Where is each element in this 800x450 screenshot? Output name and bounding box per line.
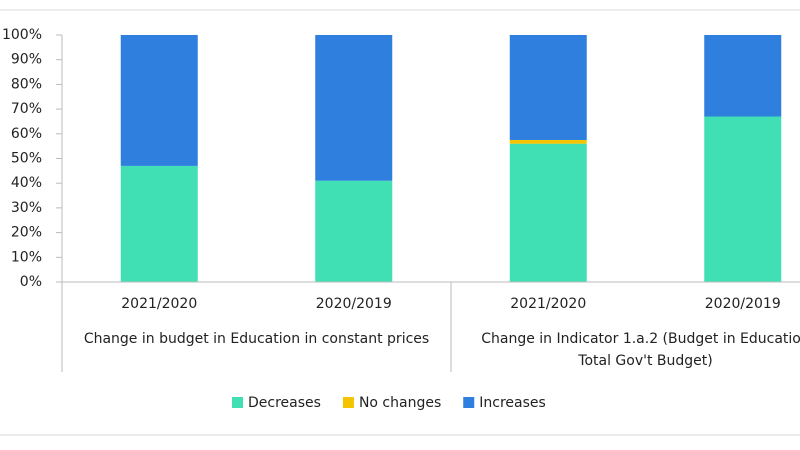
y-tick-label: 30% [11,200,42,216]
x-tick-label: 2020/2019 [705,296,781,312]
bar-segment [120,165,198,282]
y-tick-label: 100% [2,27,42,43]
y-tick-label: 40% [11,175,42,191]
group-label: Change in budget in Education in constan… [84,331,429,347]
y-tick-label: 20% [11,225,42,241]
legend-swatch [232,397,243,408]
bar-segment [315,180,393,282]
legend-label: Decreases [248,395,321,411]
bar-segment [704,35,782,117]
legend-label: No changes [359,395,441,411]
bar-segment [509,35,587,140]
x-tick-label: 2021/2020 [510,296,586,312]
y-tick-label: 80% [11,76,42,92]
y-tick-label: 60% [11,126,42,142]
group-label: Total Gov't Budget) [577,353,712,369]
y-tick-label: 0% [20,274,42,290]
x-tick-label: 2020/2019 [316,296,392,312]
bar-segment [509,143,587,282]
y-tick-label: 70% [11,101,42,117]
bar-segment [704,116,782,282]
legend-swatch [342,397,354,408]
legend-label: Increases [479,395,546,411]
bar-segment [509,139,587,144]
y-tick-label: 90% [11,52,42,68]
legend-swatch [463,397,475,408]
bar-segment [120,35,198,166]
x-tick-label: 2021/2020 [121,296,197,312]
y-tick-label: 50% [11,151,42,167]
y-tick-label: 10% [11,249,42,265]
bar-segment [315,35,393,181]
group-label: Change in Indicator 1.a.2 (Budget in Edu… [481,331,800,347]
